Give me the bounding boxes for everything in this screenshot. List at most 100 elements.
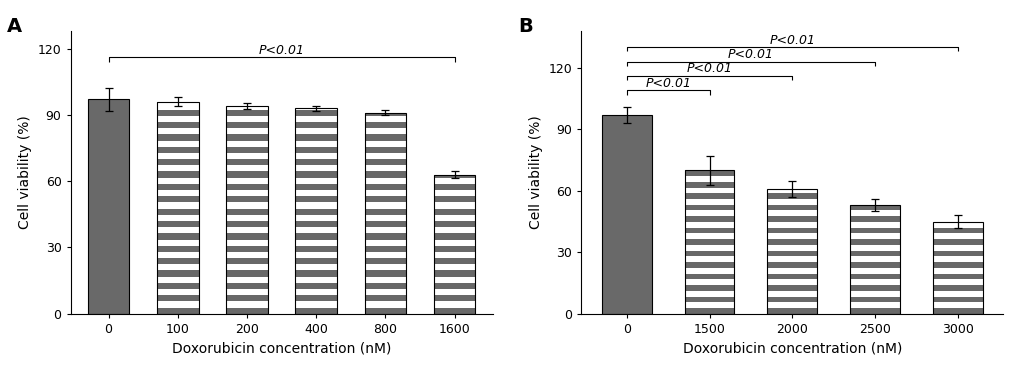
Bar	[157, 102, 199, 103]
Bar	[296, 153, 336, 159]
Bar	[433, 227, 475, 233]
Bar	[766, 302, 816, 308]
Bar	[157, 196, 199, 202]
Bar	[157, 227, 199, 233]
Bar	[296, 122, 336, 128]
Bar	[157, 258, 199, 264]
Bar	[296, 209, 336, 215]
Bar	[157, 252, 199, 258]
Bar	[684, 182, 734, 187]
Bar	[850, 205, 899, 211]
Bar	[364, 252, 406, 258]
Bar	[157, 233, 199, 240]
Bar	[766, 291, 816, 296]
Bar	[364, 221, 406, 227]
Text: A: A	[7, 17, 22, 36]
Bar	[932, 245, 981, 251]
Bar	[226, 134, 268, 141]
Bar	[157, 153, 199, 159]
Bar	[157, 159, 199, 165]
Bar	[766, 262, 816, 268]
Bar	[766, 189, 816, 314]
Bar	[684, 245, 734, 251]
Bar	[296, 108, 336, 314]
Bar	[932, 251, 981, 256]
Bar	[157, 184, 199, 190]
Bar	[157, 246, 199, 252]
Bar	[364, 283, 406, 289]
Text: P<0.01: P<0.01	[768, 33, 814, 46]
Bar	[850, 251, 899, 256]
Bar	[433, 258, 475, 264]
Bar	[932, 233, 981, 239]
Bar	[226, 184, 268, 190]
Bar	[157, 240, 199, 246]
X-axis label: Doxorubicin concentration (nM): Doxorubicin concentration (nM)	[172, 341, 391, 355]
Bar	[850, 245, 899, 251]
Bar	[850, 268, 899, 273]
Bar	[226, 202, 268, 209]
Bar	[766, 239, 816, 245]
Bar	[766, 268, 816, 273]
X-axis label: Doxorubicin concentration (nM): Doxorubicin concentration (nM)	[682, 341, 901, 355]
Bar	[296, 258, 336, 264]
Bar	[684, 279, 734, 285]
Bar	[684, 251, 734, 256]
Bar	[157, 301, 199, 308]
Bar	[433, 252, 475, 258]
Bar	[766, 285, 816, 291]
Bar	[157, 209, 199, 215]
Bar	[932, 268, 981, 273]
Bar	[932, 302, 981, 308]
Text: P<0.01: P<0.01	[645, 77, 691, 90]
Bar	[684, 170, 734, 176]
Bar	[433, 202, 475, 209]
Bar	[226, 301, 268, 308]
Bar	[296, 202, 336, 209]
Bar	[296, 165, 336, 171]
Bar	[296, 227, 336, 233]
Bar	[932, 222, 981, 314]
Bar	[850, 302, 899, 308]
Bar	[932, 273, 981, 279]
Y-axis label: Cell viability (%): Cell viability (%)	[18, 115, 33, 229]
Bar	[296, 171, 336, 178]
Bar	[684, 308, 734, 314]
Bar	[684, 239, 734, 245]
Bar	[296, 215, 336, 221]
Bar	[850, 291, 899, 296]
Bar	[157, 165, 199, 171]
Bar	[226, 221, 268, 227]
Bar	[364, 141, 406, 147]
Bar	[364, 184, 406, 190]
Bar	[226, 308, 268, 314]
Bar	[850, 233, 899, 239]
Bar	[296, 147, 336, 153]
Bar	[157, 103, 199, 110]
Bar	[226, 270, 268, 277]
Bar	[157, 295, 199, 301]
Bar	[226, 233, 268, 240]
Bar	[766, 193, 816, 199]
Bar	[364, 270, 406, 277]
Bar	[684, 199, 734, 205]
Bar	[433, 190, 475, 196]
Bar	[226, 258, 268, 264]
Bar	[226, 209, 268, 215]
Bar	[850, 228, 899, 233]
Bar	[157, 215, 199, 221]
Bar	[433, 295, 475, 301]
Y-axis label: Cell viability (%): Cell viability (%)	[529, 115, 542, 229]
Bar	[157, 134, 199, 141]
Bar	[226, 295, 268, 301]
Bar	[157, 147, 199, 153]
Bar	[157, 122, 199, 128]
Text: B: B	[518, 17, 532, 36]
Bar	[296, 178, 336, 184]
Text: P<0.01: P<0.01	[259, 44, 305, 57]
Bar	[364, 196, 406, 202]
Bar	[850, 216, 899, 222]
Bar	[766, 189, 816, 193]
Bar	[296, 283, 336, 289]
Bar	[226, 277, 268, 283]
